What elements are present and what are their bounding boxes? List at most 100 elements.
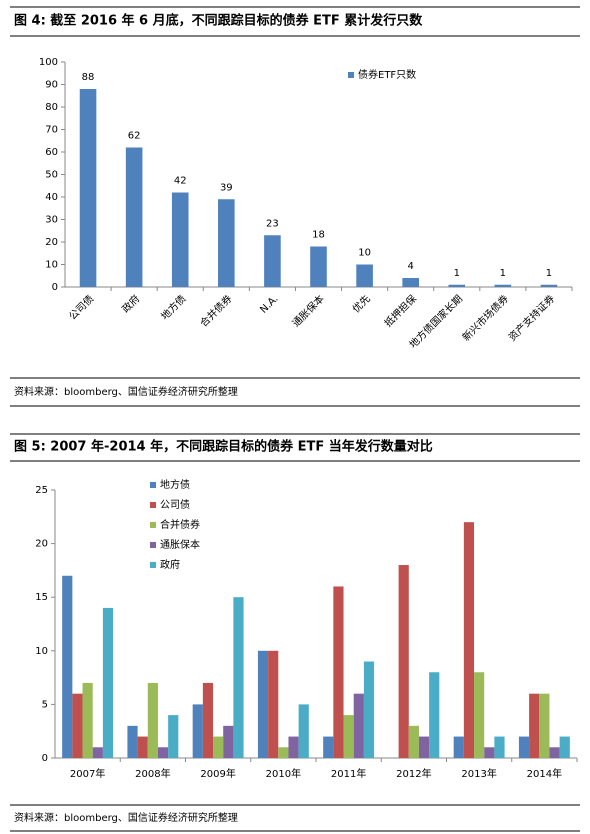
x-tick-label: 2008年 xyxy=(135,767,170,780)
y-tick-label: 0 xyxy=(52,282,58,293)
bar xyxy=(157,747,169,758)
x-tick-label: 优先 xyxy=(349,292,372,315)
bar xyxy=(192,704,203,758)
bar xyxy=(92,747,103,758)
legend-swatch xyxy=(150,562,156,568)
y-tick-label: 0 xyxy=(42,753,48,764)
legend-swatch xyxy=(150,482,156,488)
y-tick-label: 25 xyxy=(35,485,48,496)
bar xyxy=(353,693,364,758)
x-tick-label: 通胀保本 xyxy=(289,292,326,329)
bar xyxy=(363,661,375,758)
x-tick-label: N.A. xyxy=(258,293,280,315)
value-label: 42 xyxy=(174,176,187,187)
x-tick-label: 2007年 xyxy=(70,767,105,780)
x-tick-label: 政府 xyxy=(119,292,142,315)
bar xyxy=(323,736,334,758)
x-tick-label: 2013年 xyxy=(461,767,496,780)
source: 资料来源：bloomberg、国信证券经济研究所整理 xyxy=(14,811,238,824)
legend-swatch xyxy=(150,502,156,508)
bar xyxy=(257,650,269,758)
bar xyxy=(518,736,530,758)
bar xyxy=(453,736,464,758)
bar xyxy=(264,235,281,287)
y-tick-label: 20 xyxy=(45,237,58,248)
value-label: 23 xyxy=(266,218,279,229)
legend-label: 公司债 xyxy=(160,498,190,511)
bar xyxy=(484,747,495,758)
bar xyxy=(171,192,189,287)
x-tick-label: 2011年 xyxy=(331,767,366,780)
x-tick-label: 地方债 xyxy=(158,292,188,322)
bar xyxy=(418,736,430,758)
y-tick-label: 100 xyxy=(39,57,58,68)
bar xyxy=(402,278,419,287)
value-label: 18 xyxy=(312,230,325,241)
legend-label: 政府 xyxy=(160,558,180,571)
value-label: 10 xyxy=(358,248,371,259)
figure-title: 图 5: 2007 年-2014 年，不同跟踪目标的债券 ETF 当年发行数量对… xyxy=(14,439,433,455)
legend-label: 合并债券 xyxy=(160,518,200,531)
source: 资料来源：bloomberg、国信证券经济研究所整理 xyxy=(14,385,238,398)
bar xyxy=(298,704,309,758)
value-label: 1 xyxy=(546,268,552,279)
y-tick-label: 10 xyxy=(35,646,48,657)
legend-label: 债券ETF只数 xyxy=(358,68,416,81)
x-tick-label: 2009年 xyxy=(200,767,235,780)
bar xyxy=(288,736,299,758)
value-label: 39 xyxy=(220,182,233,193)
legend-swatch xyxy=(348,72,354,78)
bar xyxy=(408,725,419,758)
bar xyxy=(147,682,158,758)
legend-label: 地方债 xyxy=(160,478,190,491)
bar xyxy=(72,693,83,758)
y-tick-label: 60 xyxy=(45,147,58,158)
x-tick-label: 抵押担保 xyxy=(381,292,418,329)
y-tick-label: 70 xyxy=(45,125,58,136)
bar xyxy=(494,284,512,287)
y-tick-label: 20 xyxy=(35,539,48,550)
y-tick-label: 50 xyxy=(45,170,58,181)
bar xyxy=(474,672,485,758)
bar xyxy=(218,199,235,287)
value-label: 1 xyxy=(500,268,506,279)
bar xyxy=(233,597,244,758)
bar xyxy=(223,725,234,758)
bar xyxy=(549,747,560,758)
bar xyxy=(539,693,550,758)
bar xyxy=(62,575,73,758)
x-tick-label: 2014年 xyxy=(527,767,562,780)
y-tick-label: 30 xyxy=(45,215,58,226)
bar xyxy=(127,725,138,758)
bar xyxy=(333,586,344,758)
y-tick-label: 10 xyxy=(45,260,58,271)
y-tick-label: 80 xyxy=(45,102,58,113)
x-tick-label: 新兴市场债券 xyxy=(459,292,511,344)
bar xyxy=(448,284,466,287)
value-label: 4 xyxy=(407,261,413,272)
y-tick-label: 5 xyxy=(42,699,48,710)
bar xyxy=(429,672,440,758)
x-tick-label: 合并债券 xyxy=(197,292,234,329)
x-tick-label: 资产支持证券 xyxy=(506,292,558,344)
bar xyxy=(398,565,409,758)
y-tick-label: 40 xyxy=(45,192,58,203)
bar xyxy=(125,147,143,287)
bar xyxy=(268,650,279,758)
bar xyxy=(137,736,148,758)
bar xyxy=(356,264,373,287)
bar xyxy=(343,715,354,758)
legend-swatch xyxy=(150,522,156,528)
value-label: 62 xyxy=(128,131,141,142)
value-label: 88 xyxy=(82,72,95,83)
value-label: 1 xyxy=(454,268,460,279)
legend-label: 通胀保本 xyxy=(160,538,200,551)
bar xyxy=(529,693,540,758)
x-tick-label: 2012年 xyxy=(396,767,431,780)
bar xyxy=(213,736,224,758)
bar xyxy=(310,246,327,287)
bar xyxy=(278,747,289,758)
bar xyxy=(540,284,558,287)
bar xyxy=(168,715,179,758)
